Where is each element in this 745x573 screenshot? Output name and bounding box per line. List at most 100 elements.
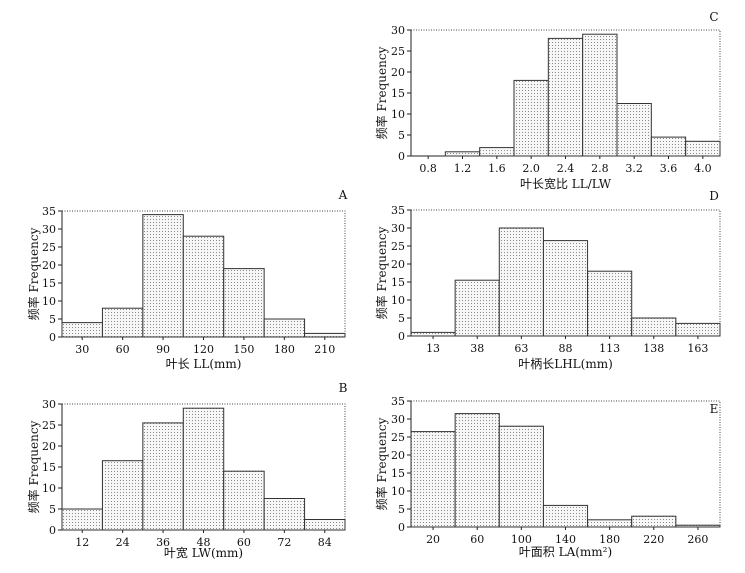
y-tick-label: 15 bbox=[42, 277, 56, 290]
x-tick-label: 48 bbox=[197, 536, 211, 549]
panel-letter: A bbox=[338, 188, 348, 202]
x-tick-label: 20 bbox=[426, 533, 440, 546]
y-tick-label: 10 bbox=[391, 485, 405, 498]
histogram-bar bbox=[444, 151, 481, 157]
histogram-bar bbox=[142, 422, 184, 531]
histogram-bar bbox=[182, 235, 225, 338]
histogram-bar bbox=[587, 519, 633, 528]
x-axis-title: 叶长 LL(mm) bbox=[166, 357, 242, 371]
histogram-bar bbox=[631, 515, 677, 528]
histogram-bar bbox=[263, 498, 306, 531]
y-tick-label: 15 bbox=[391, 467, 405, 480]
x-tick-label: 2.0 bbox=[522, 162, 540, 175]
y-tick-label: 10 bbox=[391, 294, 405, 307]
y-tick-label: 5 bbox=[49, 313, 56, 326]
y-tick-label: 35 bbox=[391, 204, 405, 217]
chart-panel-d: 0 5 10 15 20 25 30 35 13 38 63 88 113 138 163 叶柄长LHL(mm… bbox=[374, 189, 721, 371]
x-tick-label: 150 bbox=[233, 343, 254, 356]
y-tick-label: 25 bbox=[391, 240, 405, 253]
x-tick-label: 63 bbox=[514, 342, 528, 355]
x-tick-label: 13 bbox=[426, 342, 440, 355]
y-tick-label: 5 bbox=[49, 503, 56, 516]
y-axis-title: 频率 Frequency bbox=[374, 226, 389, 319]
y-tick-label: 30 bbox=[42, 398, 56, 411]
x-tick-label: 3.6 bbox=[660, 162, 678, 175]
x-tick-label: 0.8 bbox=[419, 162, 437, 175]
y-tick-label: 20 bbox=[391, 449, 405, 462]
x-tick-label: 180 bbox=[599, 533, 620, 546]
y-tick-label: 5 bbox=[398, 129, 405, 142]
y-tick-label: 15 bbox=[391, 276, 405, 289]
y-tick-label: 20 bbox=[391, 66, 405, 79]
x-tick-label: 30 bbox=[75, 343, 89, 356]
chart-panel-b: 0 5 10 15 20 25 30 12 24 36 48 60 72 84 叶宽 LW(mm) 频率 Fr… bbox=[26, 381, 348, 560]
x-tick-label: 163 bbox=[687, 342, 708, 355]
panel-letter: D bbox=[709, 189, 719, 203]
histogram-bar bbox=[498, 227, 544, 337]
y-tick-label: 0 bbox=[398, 330, 405, 343]
y-tick-label: 0 bbox=[398, 150, 405, 163]
y-tick-label: 20 bbox=[42, 259, 56, 272]
x-axis-title: 叶宽 LW(mm) bbox=[164, 545, 243, 560]
y-tick-label: 0 bbox=[49, 524, 56, 537]
histogram-bar bbox=[675, 524, 721, 528]
histogram-bar bbox=[498, 425, 544, 528]
x-tick-label: 2.8 bbox=[591, 162, 609, 175]
x-tick-label: 3.2 bbox=[625, 162, 643, 175]
x-tick-label: 24 bbox=[116, 536, 130, 549]
x-tick-label: 60 bbox=[470, 533, 484, 546]
x-tick-label: 140 bbox=[555, 533, 576, 546]
histogram-bar bbox=[101, 307, 144, 338]
panel-letter: B bbox=[339, 381, 348, 395]
y-tick-label: 20 bbox=[391, 258, 405, 271]
y-tick-label: 10 bbox=[42, 482, 56, 495]
y-tick-label: 30 bbox=[391, 24, 405, 37]
x-tick-label: 60 bbox=[116, 343, 130, 356]
x-tick-label: 120 bbox=[193, 343, 214, 356]
histogram-bar bbox=[410, 331, 456, 337]
y-tick-label: 5 bbox=[398, 503, 405, 516]
histogram-bar bbox=[223, 470, 265, 531]
x-tick-label: 90 bbox=[156, 343, 170, 356]
x-tick-label: 1.6 bbox=[488, 162, 506, 175]
panel-letter: E bbox=[710, 402, 719, 416]
y-tick-label: 25 bbox=[391, 431, 405, 444]
histogram-bar bbox=[582, 33, 618, 157]
histogram-bar bbox=[101, 460, 144, 531]
y-tick-label: 0 bbox=[49, 331, 56, 344]
x-tick-label: 1.2 bbox=[454, 162, 472, 175]
y-tick-label: 35 bbox=[391, 395, 405, 408]
histogram-bar bbox=[650, 136, 687, 157]
histogram-bar bbox=[61, 508, 103, 531]
histogram-bar bbox=[547, 37, 584, 157]
histogram-bar bbox=[304, 332, 346, 338]
histogram-bar bbox=[223, 268, 265, 338]
y-tick-label: 30 bbox=[391, 413, 405, 426]
y-tick-label: 10 bbox=[42, 295, 56, 308]
x-tick-label: 88 bbox=[559, 342, 573, 355]
x-tick-label: 4.0 bbox=[694, 162, 712, 175]
histogram-bar bbox=[304, 519, 346, 531]
histogram-bar bbox=[454, 279, 500, 337]
y-axis-title: 频率 Frequency bbox=[374, 417, 389, 510]
y-axis-title: 频率 Frequency bbox=[26, 420, 41, 513]
histogram-bar bbox=[61, 322, 103, 338]
histogram-bar bbox=[513, 79, 549, 157]
histogram-bar bbox=[587, 270, 633, 337]
x-tick-label: 210 bbox=[314, 343, 335, 356]
y-tick-label: 25 bbox=[42, 241, 56, 254]
y-axis-title: 频率 Frequency bbox=[374, 46, 389, 139]
histogram-bar bbox=[675, 322, 721, 337]
x-tick-label: 36 bbox=[156, 536, 170, 549]
histogram-bar bbox=[542, 504, 589, 528]
x-tick-label: 84 bbox=[318, 536, 332, 549]
x-tick-label: 100 bbox=[511, 533, 532, 546]
panel-letter: C bbox=[709, 10, 718, 24]
x-tick-label: 72 bbox=[277, 536, 291, 549]
x-tick-label: 138 bbox=[643, 342, 664, 355]
chart-panel-e: 0 5 10 15 20 25 30 35 20 60 100 140 180 220 260 叶面积 LA(… bbox=[374, 395, 721, 559]
chart-panel-a: 0 5 10 15 20 25 30 35 30 60 90 120 150 180 210 叶长 LL(mm… bbox=[26, 188, 348, 371]
histogram-bar bbox=[631, 317, 677, 337]
y-tick-label: 20 bbox=[42, 440, 56, 453]
